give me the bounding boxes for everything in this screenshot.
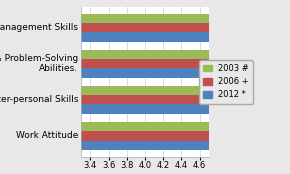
Bar xyxy=(81,32,290,42)
Bar xyxy=(81,131,290,141)
Bar xyxy=(81,59,290,68)
Bar xyxy=(81,104,290,114)
Bar xyxy=(81,14,290,23)
Bar xyxy=(81,122,290,131)
Legend: 2003 #, 2006 +, 2012 *: 2003 #, 2006 +, 2012 * xyxy=(199,60,253,104)
Bar xyxy=(81,86,290,95)
Bar xyxy=(81,68,290,78)
Bar xyxy=(81,95,290,104)
Bar xyxy=(81,23,290,32)
Bar xyxy=(81,50,290,59)
Bar xyxy=(81,141,290,150)
